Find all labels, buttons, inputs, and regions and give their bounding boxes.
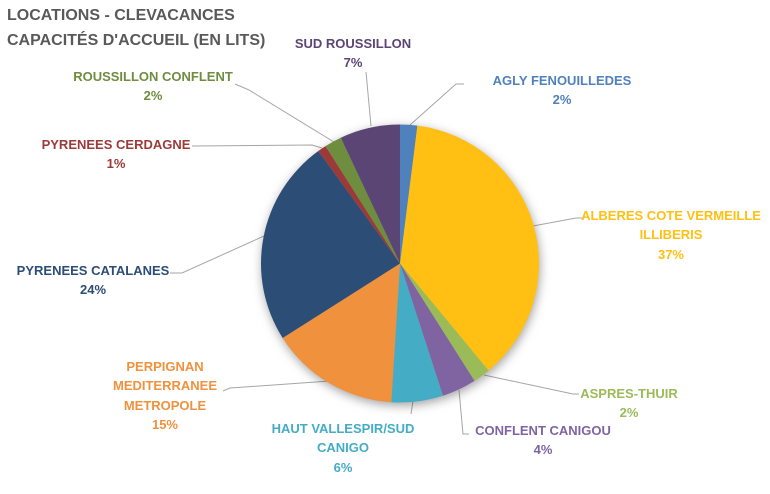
leader-line-conflent-canigou	[458, 389, 469, 435]
pie-slice-perpignan-mediterranee-metropole	[282, 263, 400, 403]
slice-label-name-line: MEDITERRANEE	[112, 378, 218, 394]
slice-label-alberes-cote-vermeille-illiberis: ALBERES COTE VERMEILLE ILLIBERIS 37%	[581, 206, 761, 264]
slice-label-name-line: PYRENEES CATALANES	[16, 263, 170, 278]
slice-label-name-line: CANIGO	[316, 440, 369, 456]
leader-line-agly-fenouilledes	[409, 83, 464, 126]
leader-line-pyrenees-catalanes	[170, 235, 265, 274]
slice-label-name-line: PERPIGNAN	[126, 359, 204, 374]
slice-label-percent: 4%	[533, 442, 553, 458]
slice-label-name-line: METROPOLE	[123, 397, 207, 413]
slice-label-percent: 2%	[552, 92, 572, 108]
slice-label-percent: 6%	[333, 459, 353, 475]
leader-line-sud-roussillon	[365, 71, 372, 127]
leader-lines	[170, 71, 582, 435]
slice-label-name-line: SUD ROUSSILLON	[294, 36, 412, 51]
slice-label-perpignan-mediterranee-metropole: PERPIGNAN MEDITERRANEE METROPOLE 15%	[113, 357, 217, 434]
pie-slice-aspres-thuir	[400, 263, 489, 381]
pie-slices	[261, 124, 539, 403]
leader-line-perpignan-mediterranee-metropole	[222, 380, 331, 392]
leader-line-haut-vallespir-sud-canigo	[410, 400, 414, 415]
slice-label-name-line: ROUSSILLON CONFLENT	[73, 69, 233, 84]
leader-line-roussillon-conflent	[234, 83, 335, 143]
pie-slice-agly-fenouilledes	[400, 124, 418, 264]
leader-line-pyrenees-cerdagne	[191, 144, 323, 149]
chart-title-line1: LOCATIONS - CLEVACANCES	[7, 7, 235, 24]
leader-line-alberes-cote-vermeille-illiberis	[532, 217, 582, 227]
slice-label-aspres-thuir: ASPRES-THUIR 2%	[580, 384, 678, 423]
slice-label-agly-fenouilledes: AGLY FENOUILLEDES 2%	[493, 71, 632, 110]
leader-line-aspres-thuir	[483, 374, 579, 395]
pie-slice-haut-vallespir-sud-canigo	[391, 263, 443, 403]
slice-label-percent: 2%	[619, 405, 639, 421]
pie-slice-alberes-cote-vermeille-illiberis	[400, 125, 539, 371]
slice-label-percent: 1%	[106, 156, 126, 172]
slice-label-sud-roussillon: SUD ROUSSILLON 7%	[295, 34, 411, 73]
slice-label-name-line: AGLY FENOUILLEDES	[492, 73, 632, 88]
slice-label-name-line: ASPRES-THUIR	[580, 386, 678, 401]
pie-slice-pyrenees-catalanes	[261, 151, 400, 338]
slice-label-percent: 24%	[79, 282, 107, 298]
slice-label-name-line: HAUT VALLESPIR/SUD	[271, 421, 415, 436]
slice-label-percent: 37%	[657, 246, 685, 262]
slice-label-roussillon-conflent: ROUSSILLON CONFLENT 2%	[73, 67, 233, 106]
slice-label-name-line: CONFLENT CANIGOU	[475, 423, 611, 438]
chart-title-line2: CAPACITÉS D'ACCUEIL (EN LITS)	[7, 31, 266, 49]
pie-slice-pyrenees-cerdagne	[318, 146, 400, 264]
slice-label-pyrenees-cerdagne: PYRENEES CERDAGNE 1%	[42, 135, 191, 174]
pie-slice-conflent-canigou	[400, 263, 475, 396]
pie-slice-roussillon-conflent	[325, 137, 400, 264]
chart-title: LOCATIONS - CLEVACANCES CAPACITÉS D'ACCU…	[7, 4, 265, 53]
slice-label-pyrenees-catalanes: PYRENEES CATALANES 24%	[17, 261, 170, 300]
pie-slice-sud-roussillon	[340, 124, 400, 264]
slice-label-name-line: PYRENEES CERDAGNE	[41, 137, 191, 152]
slice-label-percent: 7%	[343, 55, 363, 71]
slice-label-conflent-canigou: CONFLENT CANIGOU 4%	[475, 421, 611, 460]
slice-label-name-line: ALBERES COTE VERMEILLE	[581, 208, 761, 223]
slice-label-name-line: ILLIBERIS	[639, 227, 703, 243]
slice-label-percent: 2%	[143, 88, 163, 104]
slice-label-haut-vallespir-sud-canigo: HAUT VALLESPIR/SUD CANIGO 6%	[272, 419, 415, 477]
slice-label-percent: 15%	[151, 416, 179, 432]
